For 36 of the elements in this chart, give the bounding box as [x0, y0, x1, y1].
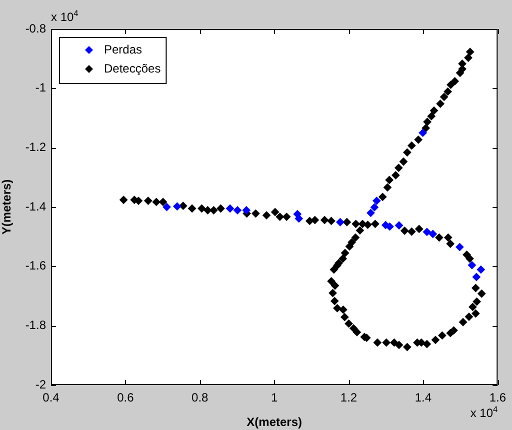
x-tick-label: 1.4 [414, 390, 432, 405]
legend-label: Perdas [104, 42, 142, 56]
point [294, 214, 303, 223]
x-tick-label: 1.2 [340, 390, 358, 405]
point [372, 196, 381, 205]
x-axis-title: X(meters) [246, 415, 302, 430]
x-tick-label: 0.4 [42, 390, 60, 405]
x-tick-label: 0.8 [192, 390, 209, 405]
point [366, 208, 375, 217]
y-tick-label: -1.4 [25, 199, 46, 214]
x-tick-label: 1 [270, 390, 278, 405]
point [233, 206, 242, 214]
point [336, 218, 344, 226]
point [418, 128, 427, 137]
y-tick-label: -1 [35, 80, 46, 95]
point [173, 202, 182, 210]
x-tick-label: 1.6 [489, 390, 506, 405]
legend-label: Detecções [104, 61, 161, 76]
y-tick-label: -1.6 [25, 258, 46, 273]
point [162, 203, 171, 211]
point [226, 204, 234, 212]
y-axis-title: Y(meters) [0, 179, 14, 235]
y-tick-label: -2 [35, 377, 46, 392]
point [472, 273, 480, 282]
point [370, 203, 378, 212]
point [476, 266, 485, 274]
point [468, 261, 476, 270]
y-tick-label: -1.8 [25, 318, 46, 332]
point [456, 243, 464, 252]
y-tick-label: -1.2 [25, 140, 46, 154]
x-tick-label: 0.6 [117, 390, 134, 405]
point [428, 230, 437, 238]
y-tick-label: -0.8 [25, 21, 46, 36]
point [395, 221, 404, 230]
point [242, 206, 250, 214]
point [422, 228, 431, 236]
